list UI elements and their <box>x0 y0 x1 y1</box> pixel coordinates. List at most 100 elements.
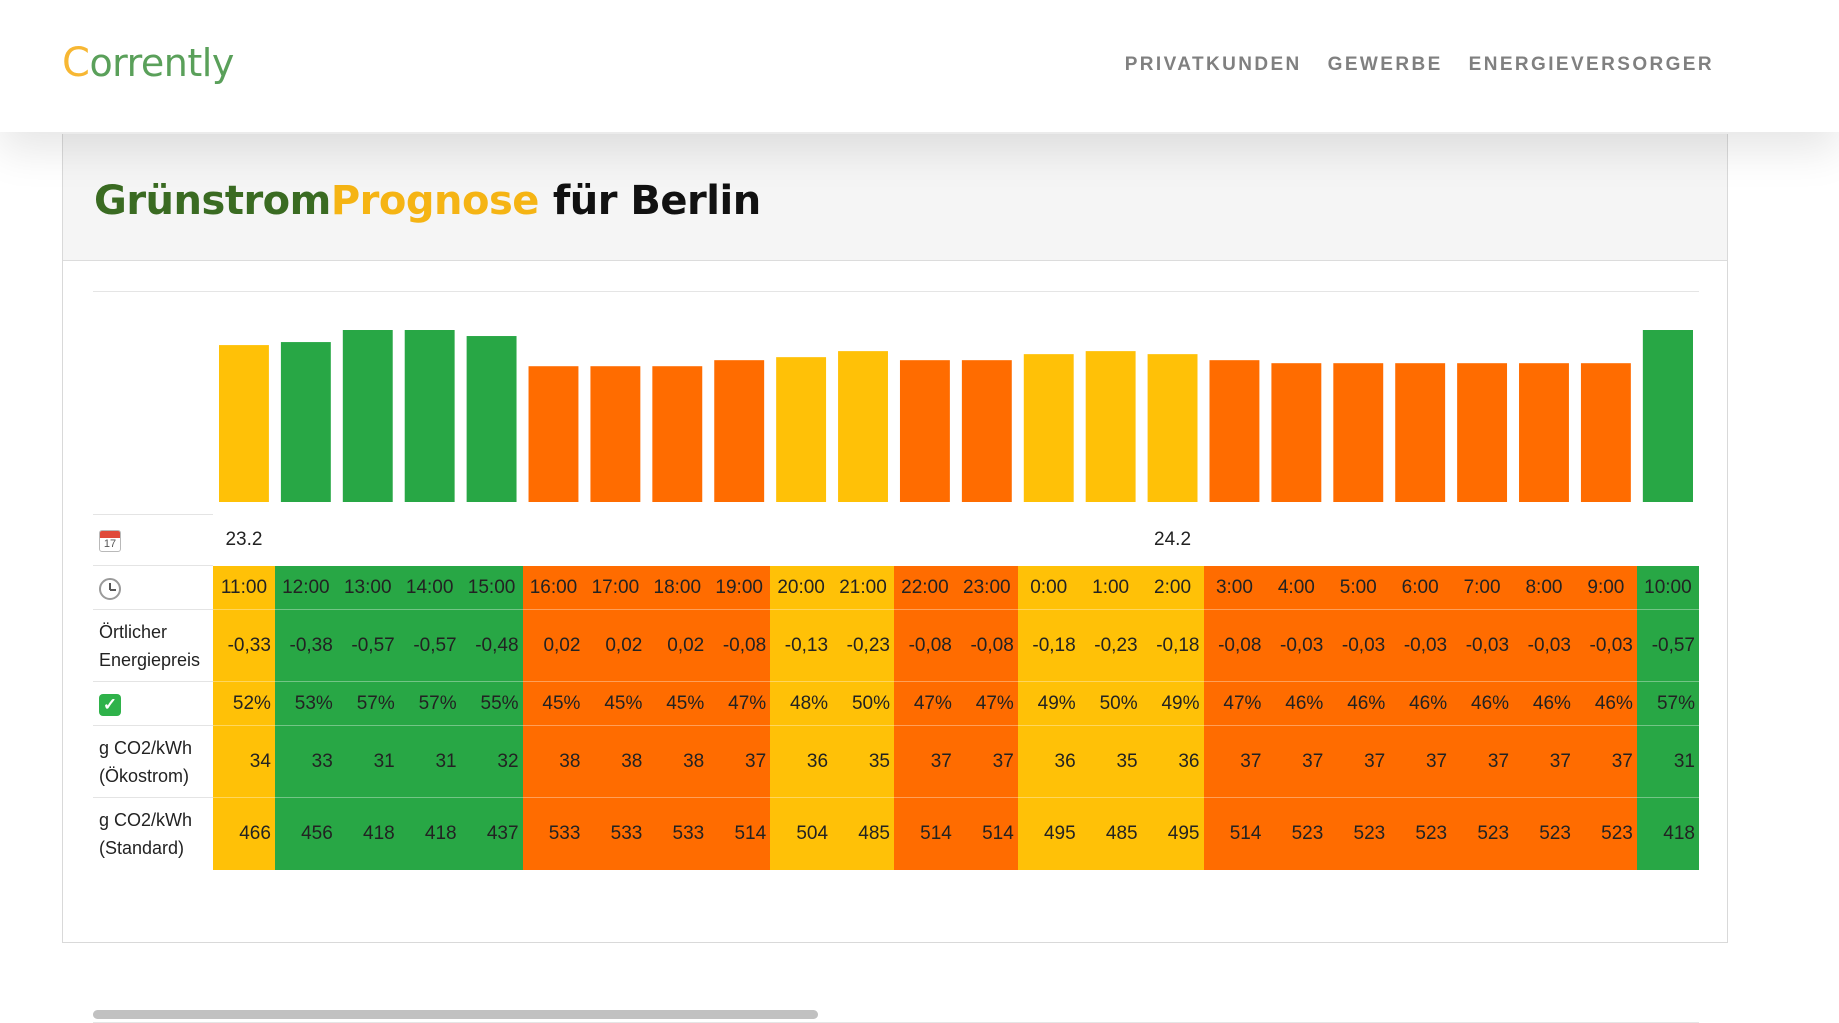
main-nav: PRIVATKUNDEN GEWERBE ENERGIEVERSORGER <box>1125 54 1714 76</box>
co2-eco-cell: 32 <box>460 725 523 798</box>
bar-0:00[interactable] <box>1023 354 1074 502</box>
bar-20:00[interactable] <box>776 357 827 502</box>
price-cell: -0,03 <box>1451 609 1514 682</box>
price-cell: 0,02 <box>522 609 585 682</box>
corrently-logo[interactable]: Corrently <box>62 40 234 86</box>
bar-13:00[interactable] <box>342 330 393 502</box>
bar-18:00[interactable] <box>652 366 703 502</box>
co2-eco-cell: 38 <box>646 725 709 798</box>
gsi-cell: 48% <box>770 681 833 726</box>
gsi-cell: 45% <box>522 681 585 726</box>
time-cell: 6:00 <box>1389 565 1452 610</box>
bar-23:00[interactable] <box>961 360 1012 502</box>
co2-std-cell: 533 <box>646 797 709 870</box>
bar-2:00[interactable] <box>1147 354 1198 502</box>
co2-std-cell: 466 <box>213 797 275 870</box>
time-cell: 23:00 <box>955 565 1018 610</box>
co2-eco-cell: 35 <box>1079 725 1142 798</box>
date-cell <box>1327 514 1390 566</box>
co2-std-cell: 514 <box>893 797 956 870</box>
gsi-cell: 46% <box>1574 681 1637 726</box>
co2-eco-cell: 33 <box>274 725 337 798</box>
date-cell <box>522 514 585 566</box>
bar-3:00[interactable] <box>1209 360 1260 502</box>
co2-eco-cell: 37 <box>1265 725 1328 798</box>
time-cell: 1:00 <box>1079 565 1142 610</box>
price-cell: 0,02 <box>584 609 647 682</box>
co2-std-cell: 523 <box>1327 797 1390 870</box>
co2-std-cell: 523 <box>1574 797 1637 870</box>
gsi-cell: 46% <box>1451 681 1514 726</box>
calendar-icon: 17 <box>99 530 121 553</box>
bar-17:00[interactable] <box>590 366 641 502</box>
bar-5:00[interactable] <box>1333 363 1384 502</box>
bar-6:00[interactable] <box>1395 363 1446 502</box>
co2-eco-cell: 37 <box>1513 725 1575 798</box>
gsi-cell: 57% <box>1636 681 1699 726</box>
time-cell: 0:00 <box>1017 565 1080 610</box>
co2-eco-row: g CO2/kWh (Ökostrom) 34 33 31 31 32 38 38 38 37 36… <box>93 725 1699 798</box>
date-cell <box>770 514 833 566</box>
scrollbar-thumb[interactable] <box>93 1010 818 1019</box>
price-row: Örtlicher Energiepreis -0,33 -0,38 -0,57 -0,… <box>93 609 1699 682</box>
gsi-cell: 47% <box>893 681 956 726</box>
bar-21:00[interactable] <box>838 351 888 502</box>
date-cell <box>336 514 399 566</box>
clock-icon <box>99 577 121 600</box>
time-cell: 11:00 <box>213 565 275 610</box>
bar-7:00[interactable] <box>1457 363 1508 502</box>
bar-22:00[interactable] <box>899 360 950 502</box>
gsi-cell: 47% <box>1203 681 1266 726</box>
date-cell <box>1513 514 1575 566</box>
co2-eco-cell: 31 <box>336 725 399 798</box>
co2-eco-cell: 36 <box>1017 725 1080 798</box>
top-navbar: Corrently PRIVATKUNDEN GEWERBE ENERGIEVERS… <box>0 0 1839 132</box>
nav-link-energieversorger[interactable]: ENERGIEVERSORGER <box>1468 54 1714 75</box>
bar-16:00[interactable] <box>528 366 579 502</box>
co2-std-cell: 418 <box>336 797 399 870</box>
price-label: Örtlicher Energiepreis <box>93 609 213 682</box>
date-cell <box>646 514 709 566</box>
bar-1:00[interactable] <box>1085 351 1136 502</box>
bar-19:00[interactable] <box>714 360 765 502</box>
nav-link-privatkunden[interactable]: PRIVATKUNDEN <box>1124 54 1302 75</box>
date-cell <box>584 514 647 566</box>
co2-std-cell: 523 <box>1265 797 1328 870</box>
price-cell: -0,08 <box>708 609 771 682</box>
gsi-cell: 57% <box>336 681 399 726</box>
co2-eco-cell: 36 <box>770 725 833 798</box>
gsi-cell: 46% <box>1265 681 1328 726</box>
time-cell: 22:00 <box>893 565 956 610</box>
gsi-row: ✓ 52% 53% 57% 57% 55% 45% 45% 45% 47% 48% 50% 47% 47%… <box>93 681 1699 726</box>
time-cell: 7:00 <box>1451 565 1514 610</box>
bar-4:00[interactable] <box>1271 363 1322 502</box>
co2-eco-label: g CO2/kWh (Ökostrom) <box>93 725 213 798</box>
bar-11:00[interactable] <box>219 345 269 502</box>
co2-std-cell: 523 <box>1451 797 1514 870</box>
co2-eco-cell: 36 <box>1141 725 1204 798</box>
time-cell: 13:00 <box>336 565 399 610</box>
bar-14:00[interactable] <box>404 330 455 502</box>
price-cell: -0,18 <box>1017 609 1080 682</box>
bar-10:00[interactable] <box>1642 330 1693 502</box>
co2-std-cell: 456 <box>274 797 337 870</box>
title-prognose: Prognose <box>330 178 540 224</box>
co2-eco-cell: 37 <box>708 725 771 798</box>
co2-std-cell: 514 <box>955 797 1018 870</box>
bar-9:00[interactable] <box>1580 363 1631 502</box>
time-cell: 12:00 <box>274 565 337 610</box>
co2-eco-cell: 31 <box>398 725 461 798</box>
nav-link-gewerbe[interactable]: GEWERBE <box>1327 54 1443 75</box>
bar-15:00[interactable] <box>466 336 517 502</box>
price-cell: -0,03 <box>1265 609 1328 682</box>
date-cell <box>398 514 461 566</box>
date-row: 17 23.2 24.2 <box>93 514 1699 566</box>
bar-8:00[interactable] <box>1519 363 1569 502</box>
gsi-cell: 49% <box>1017 681 1080 726</box>
price-cell: 0,02 <box>646 609 709 682</box>
co2-std-cell: 533 <box>584 797 647 870</box>
co2-std-cell: 523 <box>1389 797 1452 870</box>
price-cell: -0,57 <box>398 609 461 682</box>
co2-std-cell: 514 <box>1203 797 1266 870</box>
bar-12:00[interactable] <box>280 342 331 502</box>
